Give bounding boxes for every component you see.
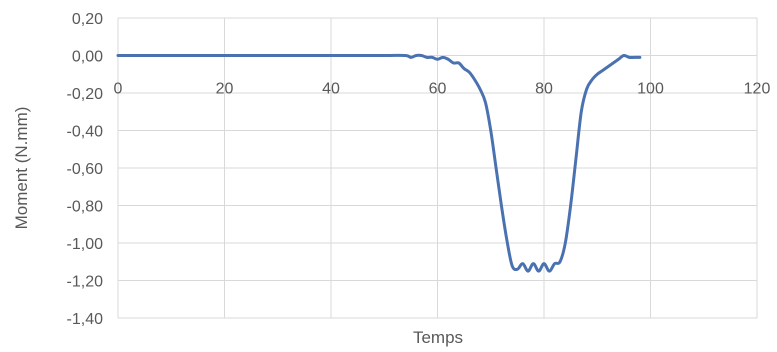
y-tick-label: -0,80 — [67, 199, 104, 216]
x-axis-tick-labels: 0 20 40 60 80 100 120 — [114, 81, 771, 98]
x-tick-label: 100 — [637, 81, 664, 98]
y-axis-tick-labels: 0,20 0,00 -0,20 -0,40 -0,60 -0,80 -1,00 -1,20 -1… — [67, 11, 104, 328]
x-tick-label: 80 — [535, 81, 553, 98]
y-tick-label: -0,60 — [67, 161, 104, 178]
y-tick-label: -1,00 — [67, 236, 104, 253]
y-tick-label: 0,20 — [72, 11, 103, 28]
series-layer — [116, 53, 642, 273]
x-tick-label: 0 — [114, 81, 123, 98]
gridlines — [117, 17, 758, 319]
y-axis-title: Moment (N.mm) — [12, 107, 31, 230]
x-tick-label: 40 — [322, 81, 340, 98]
y-tick-label: -1,40 — [67, 311, 104, 328]
y-tick-label: -0,40 — [67, 124, 104, 141]
x-axis-title: Temps — [413, 328, 463, 347]
y-tick-label: -0,20 — [67, 86, 104, 103]
y-tick-label: 0,00 — [72, 49, 103, 66]
y-tick-label: -1,20 — [67, 274, 104, 291]
x-tick-label: 20 — [216, 81, 234, 98]
moment-series-line — [116, 53, 642, 273]
x-tick-label: 120 — [744, 81, 771, 98]
x-tick-label: 60 — [429, 81, 447, 98]
